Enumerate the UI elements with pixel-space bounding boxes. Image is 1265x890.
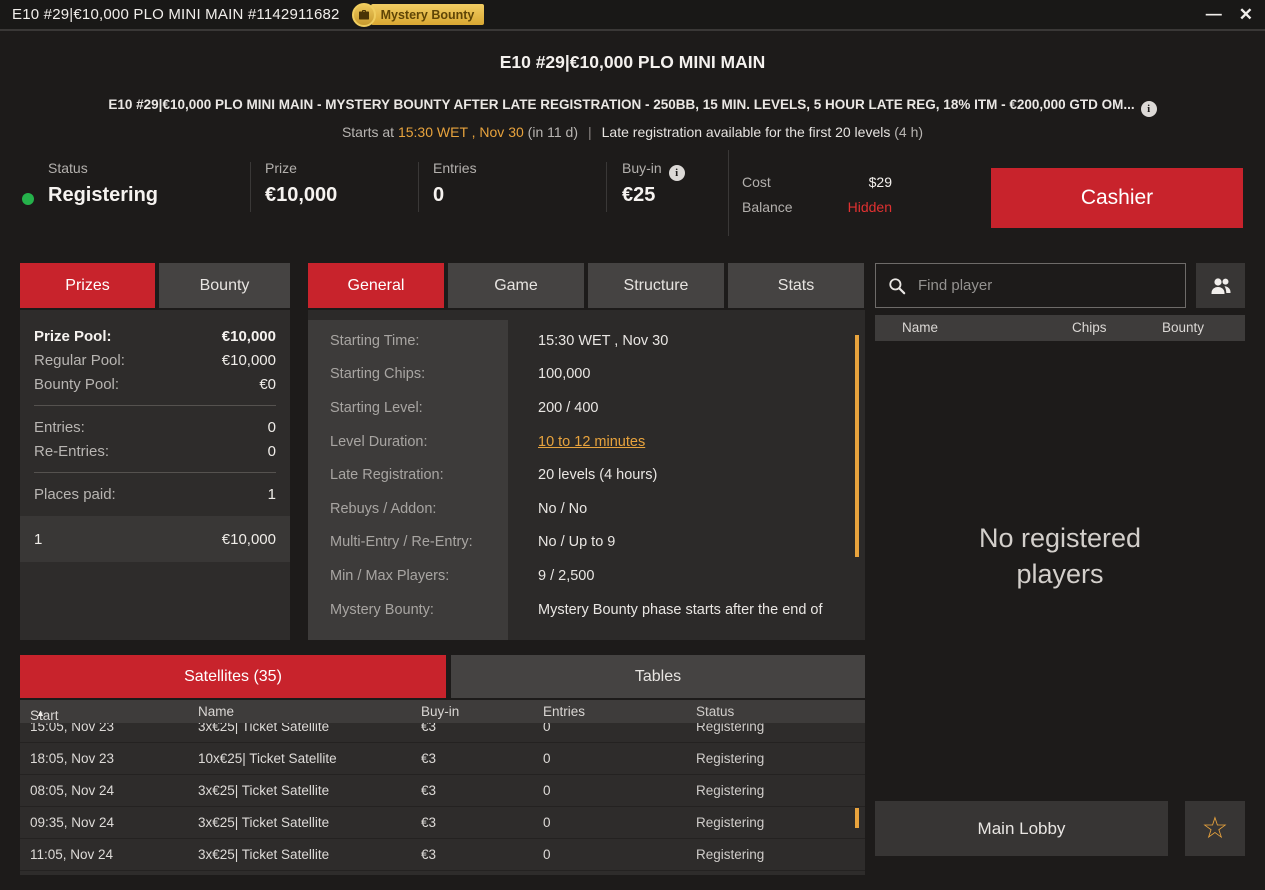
detail-row: Late Registration: 20 levels (4 hours) [330, 467, 658, 484]
mystery-bounty-label: Mystery Bounty [370, 4, 485, 25]
detail-row: Min / Max Players: 9 / 2,500 [330, 567, 595, 584]
page-title: E10 #29|€10,000 PLO MINI MAIN [499, 52, 766, 72]
column-bounty[interactable]: Bounty [1162, 320, 1205, 335]
divider [418, 162, 419, 212]
buyin-info-icon[interactable]: i [668, 165, 685, 181]
late-reg-suffix: (4 h) [890, 124, 924, 140]
favorite-button[interactable]: ☆ [1185, 801, 1245, 856]
column-chips[interactable]: Chips [1072, 320, 1107, 335]
balance-value: Hidden [847, 199, 892, 215]
satellites-table-header: Start Time▲ Name Buy-in Entries Status [20, 700, 865, 738]
detail-row: Multi-Entry / Re-Entry: No / Up to 9 [330, 534, 616, 551]
tab-tables[interactable]: Tables [451, 655, 865, 698]
start-time: 15:30 WET , Nov 30 [397, 124, 524, 140]
level-duration-link[interactable]: 10 to 12 minutes [538, 433, 646, 450]
regular-pool-row: Regular Pool: €10,000 [34, 351, 276, 369]
table-row[interactable]: 09:35, Nov 24 3x€25| Ticket Satellite €3… [20, 807, 865, 839]
tab-satellites[interactable]: Satellites (35) [20, 655, 446, 698]
divider [606, 162, 607, 212]
prize-label: Prize [265, 160, 297, 176]
status-label: Status [48, 160, 88, 176]
status-dot-icon [22, 193, 34, 205]
column-name[interactable]: Name [902, 320, 939, 335]
places-paid-row: Places paid: 1 [34, 485, 276, 503]
detail-row: Starting Level: 200 / 400 [330, 399, 599, 416]
entries-row: Entries: 0 [34, 418, 276, 436]
tab-general[interactable]: General [308, 263, 444, 308]
no-players-message: No registered players [978, 523, 1142, 589]
entries-value: 0 [433, 184, 445, 206]
detail-row: Starting Chips: 100,000 [330, 366, 591, 383]
table-row[interactable]: 18:05, Nov 23 10x€25| Ticket Satellite €… [20, 743, 865, 775]
divider [34, 405, 276, 406]
detail-row: Rebuys / Addon: No / No [330, 500, 588, 517]
buyin-value: €25 [622, 184, 656, 206]
entries-label: Entries [433, 160, 477, 176]
minimize-button[interactable]: — [1205, 5, 1222, 23]
status-value: Registering [48, 184, 159, 206]
bounty-pool-row: Bounty Pool: €0 [34, 375, 276, 393]
cashier-button[interactable]: Cashier [991, 168, 1243, 228]
table-row[interactable]: 11:05, Nov 24 3x€25| Ticket Satellite €3… [20, 839, 865, 871]
table-row[interactable]: 15:05, Nov 23 3x€25| Ticket Satellite €3… [20, 723, 865, 743]
divider [34, 472, 276, 473]
column-status[interactable]: Status [696, 704, 735, 719]
buyin-label: Buy-in i [622, 160, 685, 181]
friends-filter-button[interactable] [1196, 263, 1245, 308]
info-icon[interactable]: i [1140, 101, 1157, 117]
payout-row[interactable]: 1 €10,000 [20, 516, 290, 562]
column-name[interactable]: Name [198, 704, 235, 719]
tab-prizes[interactable]: Prizes [20, 263, 155, 308]
tournament-description: E10 #29|€10,000 PLO MINI MAIN - MYSTERY … [0, 97, 1265, 117]
briefcase-icon [351, 2, 376, 27]
description-text: E10 #29|€10,000 PLO MINI MAIN - MYSTERY … [108, 97, 1135, 112]
start-info-line: Starts at 15:30 WET , Nov 30 (in 11 d) | L… [0, 124, 1265, 140]
starts-prefix: Starts at [341, 124, 398, 140]
tab-game[interactable]: Game [448, 263, 584, 308]
detail-row: Starting Time: 15:30 WET , Nov 30 [330, 332, 669, 349]
title-bar: E10 #29|€10,000 PLO MINI MAIN #114291168… [0, 0, 1265, 31]
late-reg-text: Late registration available for the firs… [601, 124, 891, 140]
find-player-search [875, 263, 1186, 308]
star-icon: ☆ [1201, 811, 1229, 845]
detail-row: Mystery Bounty: Mystery Bounty phase sta… [330, 601, 823, 618]
cost-label: Cost [742, 174, 771, 190]
cost-value: $29 [868, 174, 892, 190]
sort-asc-icon: ▲ [36, 708, 45, 718]
window-title: E10 #29|€10,000 PLO MINI MAIN #114291168… [12, 6, 340, 23]
general-details-panel: Starting Time: 15:30 WET , Nov 30 Starti… [308, 310, 865, 640]
tab-stats[interactable]: Stats [728, 263, 864, 308]
tab-bounty[interactable]: Bounty [159, 263, 290, 308]
table-row[interactable]: 08:05, Nov 24 3x€25| Ticket Satellite €3… [20, 775, 865, 807]
divider [250, 162, 251, 212]
scrollbar-thumb[interactable] [855, 335, 859, 557]
detail-row-level-duration: Level Duration: 10 to 12 minutes [330, 433, 646, 450]
close-button[interactable]: ✕ [1238, 4, 1253, 24]
satellites-table: 15:05, Nov 23 3x€25| Ticket Satellite €3… [20, 723, 865, 875]
column-entries[interactable]: Entries [543, 704, 586, 719]
search-input[interactable] [916, 276, 1173, 295]
players-table-header: Name Chips Bounty [875, 315, 1245, 341]
scrollbar-thumb[interactable] [855, 808, 859, 828]
prize-pool-row: Prize Pool: €10,000 [34, 327, 276, 345]
tab-structure[interactable]: Structure [588, 263, 724, 308]
search-icon [888, 277, 906, 295]
friends-icon [1209, 277, 1233, 295]
label-column-background [308, 320, 508, 640]
starts-suffix: (in 11 d) [523, 124, 578, 140]
column-buyin[interactable]: Buy-in [421, 704, 460, 719]
separator: | [588, 124, 592, 140]
mystery-bounty-badge: Mystery Bounty [351, 2, 485, 27]
balance-label: Balance [742, 199, 793, 215]
window-controls: — ✕ [1205, 4, 1253, 24]
prizes-panel: Prize Pool: €10,000 Regular Pool: €10,00… [20, 310, 290, 640]
prize-value: €10,000 [265, 184, 338, 206]
re-entries-row: Re-Entries: 0 [34, 442, 276, 460]
main-lobby-button[interactable]: Main Lobby [875, 801, 1168, 856]
divider [728, 150, 729, 236]
